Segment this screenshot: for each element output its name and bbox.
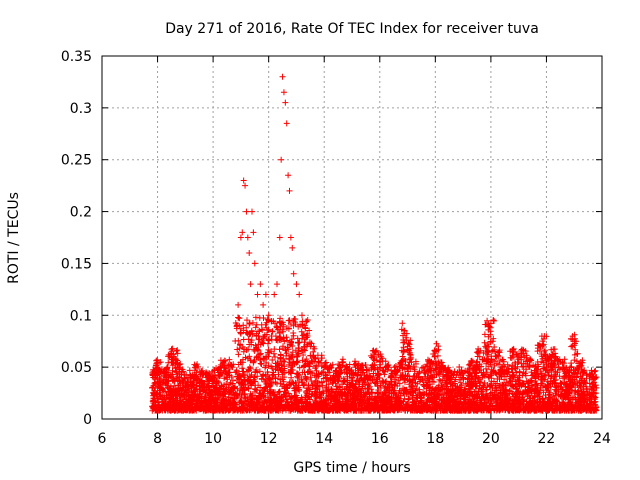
x-tick-label: 8: [153, 431, 162, 447]
data-point: [279, 73, 286, 80]
data-point: [240, 177, 247, 184]
x-tick-label: 22: [538, 431, 556, 447]
data-point: [283, 120, 290, 127]
data-point: [290, 270, 297, 277]
data-point: [247, 281, 254, 288]
x-tick-label: 18: [426, 431, 444, 447]
data-point: [237, 234, 244, 241]
plot-frame: [101, 55, 603, 420]
data-point-cloud: [149, 314, 600, 414]
data-point: [254, 291, 261, 298]
data-point: [276, 234, 283, 241]
data-point: [265, 312, 272, 319]
y-tick-label: 0.1: [70, 308, 92, 324]
data-point: [287, 234, 294, 241]
data-point: [257, 281, 264, 288]
data-point: [242, 182, 249, 189]
data-point: [296, 291, 303, 298]
y-tick-label: 0: [83, 412, 92, 428]
data-point: [299, 312, 305, 319]
x-tick-label: 6: [98, 431, 107, 447]
x-axis-label: GPS time / hours: [293, 460, 410, 476]
chart-title: Day 271 of 2016, Rate Of TEC Index for r…: [165, 21, 539, 37]
y-axis-label: ROTI / TECUs: [6, 192, 22, 284]
data-point: [293, 281, 300, 288]
data-point: [251, 260, 258, 267]
data-point: [235, 301, 242, 308]
y-tick-label: 0.35: [61, 49, 92, 65]
data-point: [278, 156, 285, 163]
y-tick-label: 0.15: [61, 256, 92, 272]
data-point: [243, 208, 250, 215]
data-point: [286, 187, 293, 194]
data-point: [244, 234, 251, 241]
data-point: [289, 244, 296, 251]
data-point: [246, 250, 253, 257]
x-tick-label: 24: [593, 431, 611, 447]
data-point: [285, 172, 292, 179]
data-point: [274, 281, 280, 288]
data-point: [260, 301, 267, 308]
data-point: [249, 208, 255, 215]
x-tick-label: 20: [482, 431, 500, 447]
y-tick-label: 0.05: [61, 360, 92, 376]
data-points: [149, 73, 600, 414]
y-tick-label: 0.3: [70, 101, 92, 117]
data-point: [239, 229, 246, 236]
data-point: [250, 229, 257, 236]
x-tick-label: 10: [204, 431, 222, 447]
data-point: [262, 291, 269, 298]
y-tick-label: 0.2: [70, 205, 92, 221]
axis-ticks: 6 8 10 12 14 16 18 20 22 24 0 0.05 0.1 0.15 0.2 0.25 0.3…: [61, 49, 611, 447]
x-tick-label: 16: [371, 431, 389, 447]
data-point: [280, 89, 287, 96]
data-point: [271, 291, 278, 298]
x-tick-label: 12: [260, 431, 278, 447]
data-point: [282, 99, 289, 106]
x-tick-label: 14: [315, 431, 333, 447]
y-tick-label: 0.25: [61, 153, 92, 169]
